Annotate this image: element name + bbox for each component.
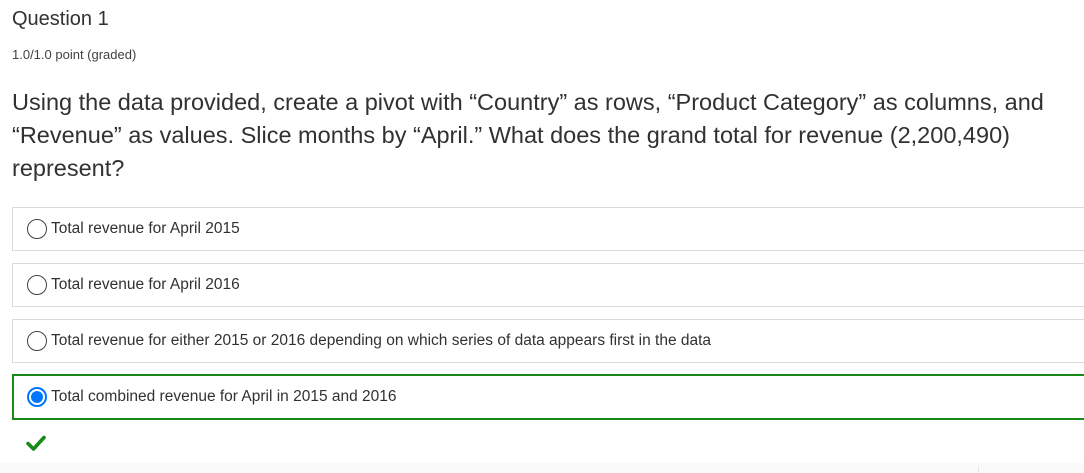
choice-label: Total combined revenue for April in 2015… — [51, 388, 397, 405]
footer-divider — [0, 463, 1084, 473]
choice-label: Total revenue for either 2015 or 2016 de… — [51, 332, 712, 349]
choice-label: Total revenue for April 2016 — [51, 276, 240, 293]
problem-title: Question 1 — [12, 8, 109, 30]
choice-option-3[interactable]: Total revenue for either 2015 or 2016 de… — [12, 319, 1084, 363]
radio-button-selected[interactable] — [27, 387, 47, 407]
radio-button[interactable] — [27, 275, 47, 295]
choice-label: Total revenue for April 2015 — [51, 220, 240, 237]
problem-progress: 1.0/1.0 point (graded) — [12, 47, 137, 62]
checkmark-icon — [26, 435, 46, 451]
radio-selected-dot — [31, 391, 43, 403]
choice-option-4[interactable]: Total combined revenue for April in 2015… — [12, 374, 1084, 420]
radio-button[interactable] — [27, 331, 47, 351]
choice-option-1[interactable]: Total revenue for April 2015 — [12, 207, 1084, 251]
question-text: Using the data provided, create a pivot … — [12, 89, 1044, 181]
choice-option-2[interactable]: Total revenue for April 2016 — [12, 263, 1084, 307]
footer-separator — [978, 466, 979, 473]
radio-button[interactable] — [27, 219, 47, 239]
